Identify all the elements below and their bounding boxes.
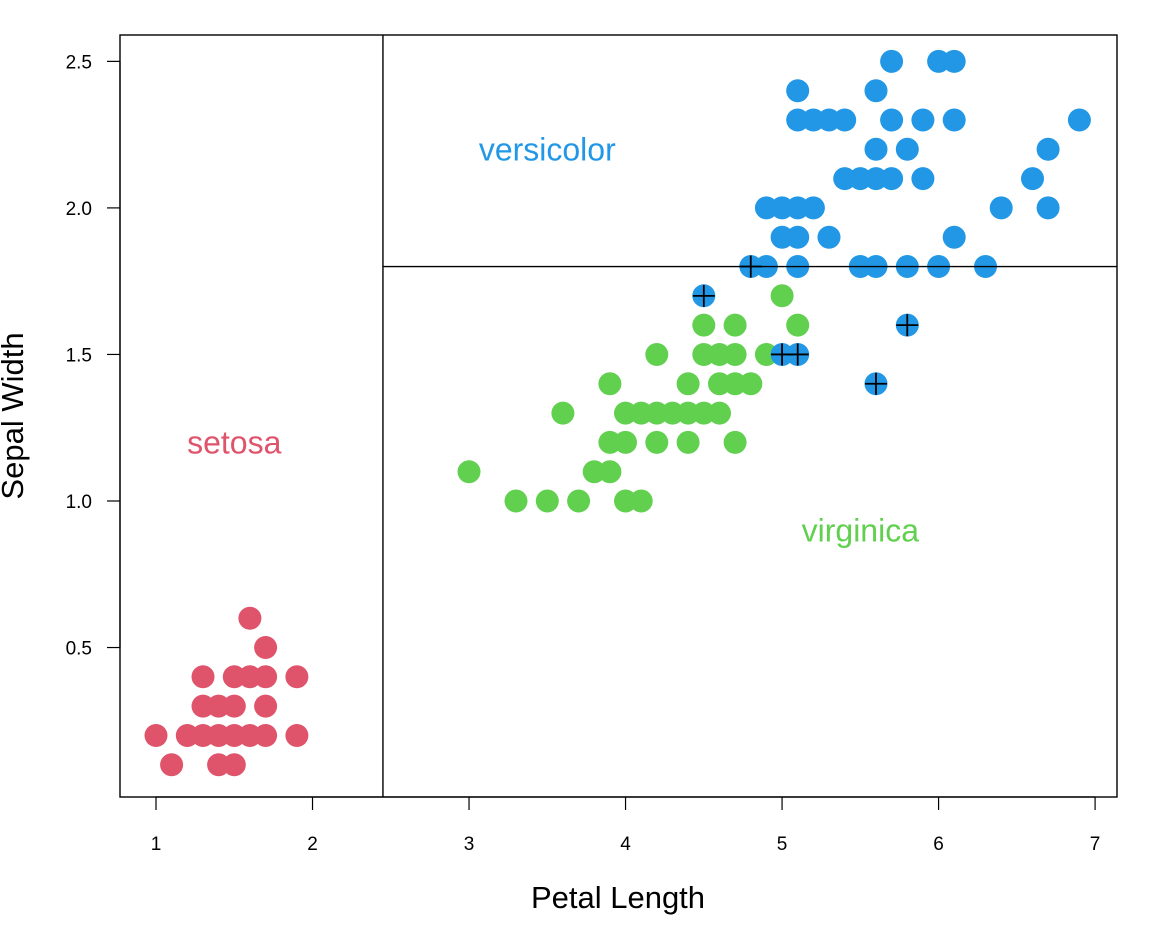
point-virginica-31 bbox=[739, 372, 763, 396]
point-setosa-21 bbox=[285, 665, 309, 689]
point-virginica-6 bbox=[598, 460, 622, 484]
point-virginica-3 bbox=[551, 401, 575, 425]
point-versicolor-36 bbox=[1021, 167, 1044, 191]
x-tick-label-0: 1 bbox=[151, 834, 162, 855]
x-tick-label-1: 2 bbox=[307, 834, 318, 855]
point-setosa-0 bbox=[144, 724, 168, 747]
point-virginica-10 bbox=[614, 430, 637, 454]
point-virginica-1 bbox=[504, 489, 528, 513]
point-setosa-9 bbox=[222, 753, 246, 777]
point-virginica-34 bbox=[786, 313, 810, 337]
x-tick-label-3: 4 bbox=[620, 834, 631, 855]
misclassified-marker-3 bbox=[786, 343, 809, 366]
point-virginica-4 bbox=[567, 489, 591, 513]
point-setosa-17 bbox=[254, 694, 278, 718]
point-virginica-30 bbox=[708, 372, 731, 396]
point-versicolor-38 bbox=[1036, 137, 1060, 161]
point-setosa-19 bbox=[254, 636, 278, 659]
point-setosa-5 bbox=[191, 665, 215, 689]
x-tick-label-4: 5 bbox=[777, 834, 788, 855]
point-versicolor-20 bbox=[864, 137, 888, 161]
point-virginica-16 bbox=[645, 343, 669, 366]
x-axis-title: Petal Length bbox=[531, 880, 705, 915]
point-virginica-8 bbox=[598, 372, 622, 396]
region-label-setosa: setosa bbox=[187, 424, 281, 460]
point-virginica-28 bbox=[723, 343, 747, 366]
point-versicolor-9 bbox=[786, 79, 810, 103]
data-points bbox=[144, 49, 1091, 777]
point-setosa-15 bbox=[238, 606, 262, 630]
point-versicolor-22 bbox=[880, 167, 904, 191]
misclassified-marker-5 bbox=[896, 314, 919, 337]
point-versicolor-32 bbox=[942, 108, 966, 132]
point-versicolor-23 bbox=[880, 108, 904, 132]
point-setosa-18 bbox=[254, 665, 278, 689]
point-versicolor-26 bbox=[895, 137, 919, 161]
point-virginica-24 bbox=[708, 401, 731, 425]
x-axis: 1 2 3 4 5 6 7 bbox=[151, 796, 1101, 855]
point-setosa-20 bbox=[285, 724, 309, 747]
point-versicolor-10 bbox=[801, 196, 825, 220]
point-virginica-29 bbox=[723, 313, 747, 337]
point-versicolor-33 bbox=[942, 49, 966, 73]
y-tick-label-1: 1.0 bbox=[66, 492, 92, 513]
point-setosa-11 bbox=[222, 694, 246, 718]
point-virginica-0 bbox=[457, 460, 481, 484]
point-virginica-20 bbox=[676, 372, 700, 396]
point-versicolor-28 bbox=[911, 108, 935, 132]
point-setosa-1 bbox=[160, 753, 184, 777]
y-tick-label-4: 2.5 bbox=[66, 52, 92, 73]
point-versicolor-31 bbox=[942, 225, 966, 249]
misclassified-marker-1 bbox=[692, 284, 715, 307]
point-virginica-26 bbox=[723, 430, 747, 454]
y-tick-label-3: 2.0 bbox=[66, 199, 92, 220]
point-virginica-33 bbox=[770, 284, 794, 308]
region-label-versicolor: versicolor bbox=[479, 131, 616, 167]
point-virginica-2 bbox=[535, 489, 559, 513]
point-virginica-23 bbox=[692, 313, 716, 337]
misclassified-marker-4 bbox=[864, 372, 887, 395]
point-setosa-16 bbox=[254, 724, 278, 747]
region-label-virginica: virginica bbox=[802, 512, 920, 548]
point-virginica-12 bbox=[629, 489, 653, 513]
point-versicolor-21 bbox=[864, 79, 888, 103]
point-versicolor-12 bbox=[817, 225, 841, 249]
y-axis-title: Sepal Width bbox=[0, 332, 30, 499]
point-versicolor-27 bbox=[911, 167, 935, 191]
point-virginica-14 bbox=[645, 430, 669, 454]
point-versicolor-15 bbox=[833, 108, 857, 132]
misclassified-marker-0 bbox=[739, 255, 762, 278]
y-tick-label-2: 1.5 bbox=[66, 345, 92, 366]
misclassified-markers bbox=[692, 255, 919, 395]
point-versicolor-6 bbox=[786, 225, 810, 249]
point-versicolor-39 bbox=[1067, 108, 1091, 132]
point-versicolor-37 bbox=[1036, 196, 1060, 220]
x-tick-label-6: 7 bbox=[1090, 834, 1101, 855]
x-tick-label-5: 6 bbox=[933, 834, 944, 855]
region-labels: setosa versicolor virginica bbox=[187, 131, 919, 548]
point-versicolor-24 bbox=[880, 49, 904, 73]
point-versicolor-35 bbox=[989, 196, 1013, 220]
point-virginica-18 bbox=[676, 430, 700, 454]
y-tick-label-0: 0.5 bbox=[66, 639, 92, 660]
x-tick-label-2: 3 bbox=[464, 834, 475, 855]
y-axis: 0.5 1.0 1.5 2.0 2.5 bbox=[66, 52, 121, 660]
